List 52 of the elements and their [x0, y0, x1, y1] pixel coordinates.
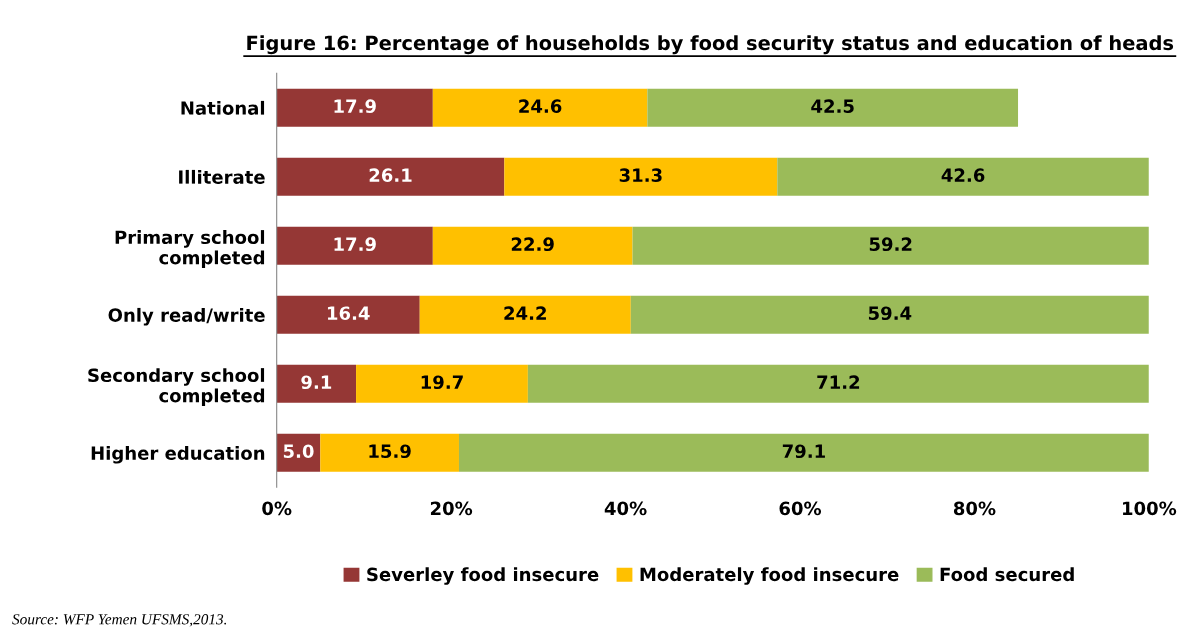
bar	[647, 88, 1019, 127]
data-label: 42.6	[941, 168, 985, 183]
bar	[432, 226, 633, 265]
bar	[276, 88, 433, 127]
data-label: 59.2	[869, 237, 912, 252]
x-tick-label: 60%	[779, 501, 822, 516]
legend-label: Severley food insecure	[367, 567, 599, 585]
y-tick-label: Only read/write	[108, 307, 265, 326]
legend-label: Moderately food insecure	[640, 567, 899, 585]
data-label: 42.5	[811, 99, 854, 113]
x-tick-label: 0%	[262, 501, 292, 516]
y-tick-label: Higher education	[91, 445, 265, 464]
data-label: 16.4	[327, 306, 370, 321]
x-tick-label: 40%	[604, 501, 647, 516]
legend-label: Food secured	[940, 567, 1074, 582]
data-label: 31.3	[619, 168, 662, 183]
data-label: 24.2	[504, 306, 546, 320]
data-label: 59.4	[868, 306, 912, 321]
data-label: 24.6	[519, 99, 562, 113]
data-label: 17.9	[334, 237, 376, 252]
x-tick-label: 100%	[1123, 501, 1177, 516]
bar	[630, 295, 1149, 334]
data-label: 5.0	[283, 444, 314, 459]
chart-title: Figure 16: Percentage of households by food security status and education of heads	[247, 35, 1174, 55]
bar	[432, 88, 648, 127]
bar	[356, 364, 528, 403]
bar	[276, 364, 357, 403]
source-note: Source: WFP Yemen UFSMS,2013.	[12, 614, 227, 627]
y-tick-label: Primary school completed	[115, 230, 265, 268]
data-label: 9.1	[301, 375, 332, 390]
bar	[276, 157, 505, 196]
bar	[632, 226, 1149, 265]
data-label: 17.9	[334, 99, 376, 113]
x-tick-label: 80%	[953, 501, 996, 516]
bar	[320, 433, 459, 472]
bar	[458, 433, 1149, 472]
data-label: 79.1	[782, 444, 825, 459]
data-label: 26.1	[369, 168, 412, 183]
y-tick-label: National	[181, 100, 265, 115]
bar	[419, 295, 631, 334]
y-tick-label: Secondary school completed	[88, 368, 265, 406]
x-tick-label: 20%	[430, 501, 473, 516]
bar	[276, 295, 420, 334]
y-tick-label: Illiterate	[179, 169, 265, 184]
bar	[276, 226, 433, 265]
bar	[777, 157, 1149, 196]
bar	[527, 364, 1149, 403]
data-label: 71.2	[817, 375, 860, 389]
bar	[504, 157, 778, 196]
data-label: 15.9	[369, 444, 411, 459]
data-label: 22.9	[511, 237, 554, 252]
data-label: 19.7	[421, 375, 463, 390]
